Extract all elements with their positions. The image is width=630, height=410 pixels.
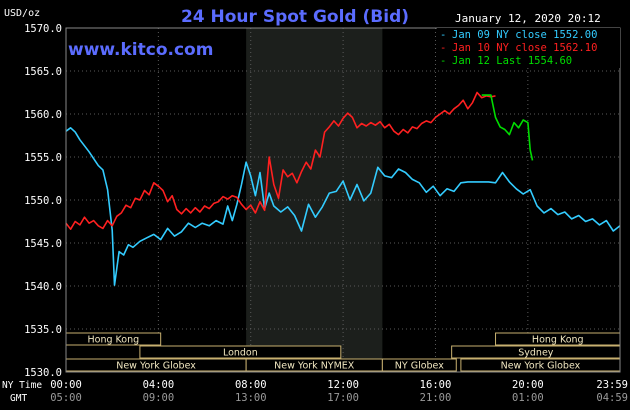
x-tick-label-ny: 12:00 bbox=[327, 379, 359, 391]
x-tick-label-gmt: 09:00 bbox=[143, 392, 175, 404]
market-session-label: Sydney bbox=[518, 348, 554, 359]
x-tick-label-ny: 20:00 bbox=[512, 379, 544, 391]
x-tick-label-ny: 04:00 bbox=[143, 379, 175, 391]
x-tick-label-ny: 23:59 bbox=[596, 379, 628, 391]
gmt-row-label: GMT bbox=[10, 393, 27, 404]
timestamp: January 12, 2020 20:12 bbox=[455, 12, 601, 25]
market-session-bar bbox=[139, 345, 342, 359]
market-session-label: Hong Kong bbox=[532, 335, 584, 346]
y-tick-label: 1560.0 bbox=[24, 109, 62, 121]
plot-border bbox=[65, 27, 621, 373]
y-axis-unit-label: USD/oz bbox=[4, 8, 40, 19]
legend: - Jan 09 NY close 1552.00- Jan 10 NY close… bbox=[437, 28, 620, 68]
market-session-label: New York Globex bbox=[501, 361, 581, 372]
y-tick-label: 1550.0 bbox=[24, 195, 62, 207]
legend-entry: Jan 09 NY close 1552.00 bbox=[452, 29, 597, 41]
x-tick-label-ny: 00:00 bbox=[50, 379, 82, 391]
x-tick-label-gmt: 13:00 bbox=[235, 392, 267, 404]
price-series bbox=[65, 91, 621, 286]
website-watermark: www.kitco.com bbox=[68, 40, 213, 60]
x-tick-label-ny: 16:00 bbox=[420, 379, 452, 391]
market-sessions: Hong Kong Hong Kong London Sydney New York G… bbox=[65, 332, 621, 372]
market-session-label: New York Globex bbox=[116, 361, 196, 372]
legend-marker: - bbox=[440, 29, 446, 41]
market-session-label: London bbox=[223, 348, 258, 359]
y-tick-label: 1530.0 bbox=[24, 367, 62, 379]
legend-marker: - bbox=[440, 55, 446, 67]
x-tick-label-gmt: 04:59 bbox=[596, 392, 628, 404]
market-session-label: NY Globex bbox=[395, 361, 444, 372]
y-tick-label: 1545.0 bbox=[24, 238, 62, 250]
legend-entry: Jan 12 Last 1554.60 bbox=[452, 55, 572, 67]
x-tick-label-ny: 08:00 bbox=[235, 379, 267, 391]
y-tick-label: 1555.0 bbox=[24, 152, 62, 164]
y-tick-label: 1570.0 bbox=[24, 23, 62, 35]
market-session-bar bbox=[381, 358, 457, 372]
x-tick-label-gmt: 01:00 bbox=[512, 392, 544, 404]
chart-title: 24 Hour Spot Gold (Bid) bbox=[181, 7, 409, 27]
series-line-jan-10 bbox=[65, 91, 496, 230]
series-line-jan-12 bbox=[481, 94, 534, 161]
x-tick-label-gmt: 17:00 bbox=[327, 392, 359, 404]
legend-box bbox=[437, 28, 620, 68]
x-tick-label-gmt: 05:00 bbox=[50, 392, 82, 404]
y-tick-label: 1535.0 bbox=[24, 324, 62, 336]
x-tick-label-gmt: 21:00 bbox=[420, 392, 452, 404]
y-axis: 1570.0 1565.0 1560.0 1555.0 1550.0 1545.0 1540… bbox=[24, 23, 62, 379]
series-line-jan-09 bbox=[65, 127, 621, 286]
market-session-label: New York NYMEX bbox=[274, 361, 355, 372]
market-session-label: Hong Kong bbox=[88, 335, 140, 346]
y-tick-label: 1565.0 bbox=[24, 66, 62, 78]
legend-marker: - bbox=[440, 42, 446, 54]
ny-time-row-label: NY Time bbox=[2, 380, 42, 391]
y-tick-label: 1540.0 bbox=[24, 281, 62, 293]
legend-entry: Jan 10 NY close 1562.10 bbox=[452, 42, 597, 54]
